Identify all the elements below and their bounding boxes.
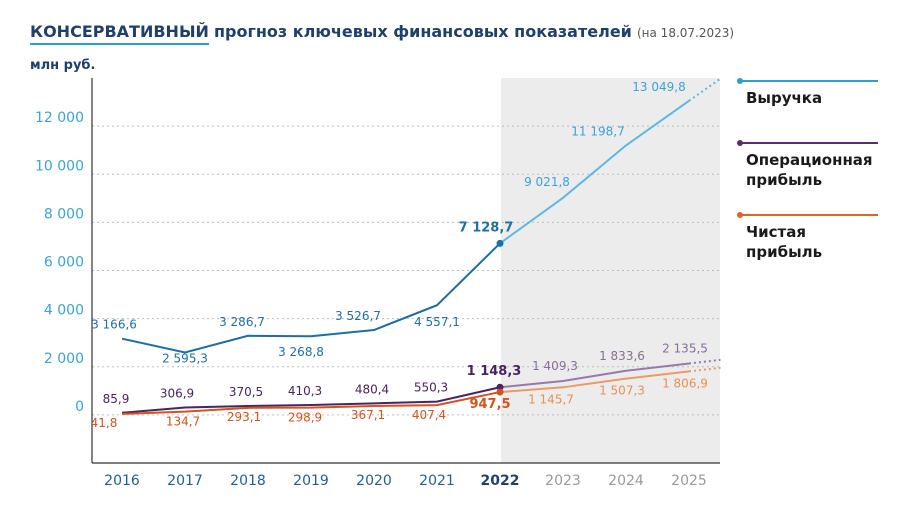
data-label-operating-profit: 2 135,5 (662, 341, 708, 355)
y-tick-label: 8 000 (44, 206, 84, 222)
data-label-operating-profit: 1 148,3 (467, 364, 522, 379)
x-tick-label: 2019 (293, 473, 329, 489)
title-date: (на 18.07.2023) (636, 26, 735, 40)
data-label-revenue: 3 166,6 (91, 318, 137, 332)
legend-label-net-profit: Чистая прибыль (746, 223, 823, 261)
legend-line-revenue (737, 78, 878, 84)
legend-label-operating-profit: Операционная прибыль (746, 151, 873, 189)
data-point-revenue (496, 239, 504, 247)
data-label-revenue: 3 268,8 (278, 345, 324, 359)
data-label-operating-profit: 1 409,3 (532, 359, 578, 373)
data-label-operating-profit: 550,3 (414, 381, 448, 395)
data-label-operating-profit: 410,3 (288, 384, 322, 398)
data-label-revenue: 3 286,7 (219, 315, 265, 329)
data-label-operating-profit: 1 833,6 (599, 349, 645, 363)
y-tick-label: 10 000 (35, 158, 84, 174)
legend-dot-net-profit (737, 212, 743, 218)
legend-line-net-profit (737, 212, 878, 218)
data-label-operating-profit: 85,9 (103, 392, 130, 406)
data-label-operating-profit: 480,4 (355, 382, 389, 396)
x-tick-label: 2022 (481, 473, 520, 489)
data-point-operating-profit (496, 383, 504, 391)
y-tick-label: 12 000 (35, 110, 84, 126)
data-label-revenue: 4 557,1 (414, 315, 460, 329)
data-label-net-profit: 134,7 (166, 415, 200, 429)
data-point-net-profit (496, 388, 504, 396)
series-line-forecast-net-profit (499, 370, 690, 394)
legend-item-revenue: Выручка (737, 78, 888, 108)
legend-dot-operating-profit (737, 140, 743, 146)
data-label-net-profit: 1 145,7 (528, 392, 574, 406)
x-tick-label: 2017 (167, 473, 203, 489)
data-label-revenue: 2 595,3 (162, 351, 208, 365)
x-tick-label: 2025 (671, 473, 707, 489)
legend-label-revenue: Выручка (746, 89, 823, 107)
data-label-net-profit: 293,1 (227, 410, 261, 424)
legend-item-net-profit: Чистая прибыль (737, 212, 888, 262)
x-tick-label: 2023 (545, 473, 581, 489)
data-label-revenue: 11 198,7 (571, 124, 624, 138)
data-label-net-profit: 41,8 (91, 416, 118, 430)
data-label-revenue: 9 021,8 (524, 175, 570, 189)
data-label-revenue: 13 049,8 (632, 80, 685, 94)
title-rest: прогноз ключевых финансовых показателей (214, 22, 632, 41)
data-label-net-profit: 407,4 (412, 408, 446, 422)
data-label-operating-profit: 370,5 (229, 385, 263, 399)
series-line-operating-profit (121, 386, 501, 414)
legend-line-operating-profit (737, 140, 878, 146)
data-label-net-profit: 1 806,9 (662, 376, 708, 390)
y-tick-label: 0 (75, 399, 84, 415)
series-extension-operating-profit (688, 358, 721, 365)
data-label-revenue: 7 128,7 (459, 220, 514, 235)
y-tick-label: 4 000 (44, 303, 84, 319)
series-line-revenue (121, 242, 501, 354)
x-tick-label: 2024 (608, 473, 644, 489)
series-extension-net-profit (688, 366, 721, 373)
chart-title: КОНСЕРВАТИВНЫЙ прогноз ключевых финансов… (30, 22, 735, 45)
legend-dot-revenue (737, 78, 743, 84)
data-label-revenue: 3 526,7 (335, 309, 381, 323)
x-tick-label: 2020 (356, 473, 392, 489)
data-label-net-profit: 947,5 (469, 397, 510, 412)
legend-item-operating-profit: Операционная прибыль (737, 140, 888, 190)
x-tick-label: 2021 (419, 473, 455, 489)
title-highlight: КОНСЕРВАТИВНЫЙ (30, 22, 209, 45)
x-tick-label: 2018 (230, 473, 266, 489)
x-tick-label: 2016 (104, 473, 140, 489)
data-label-operating-profit: 306,9 (160, 386, 194, 400)
series-extension-revenue (688, 77, 722, 102)
series-line-net-profit (121, 391, 501, 415)
series-line-forecast-operating-profit (499, 362, 690, 389)
y-tick-label: 2 000 (44, 351, 84, 367)
series-line-forecast-revenue (499, 100, 690, 245)
data-label-net-profit: 367,1 (351, 408, 385, 422)
data-label-net-profit: 298,9 (288, 411, 322, 425)
data-label-net-profit: 1 507,3 (599, 384, 645, 398)
y-axis-unit: млн руб. (30, 58, 96, 73)
y-tick-label: 6 000 (44, 255, 84, 271)
